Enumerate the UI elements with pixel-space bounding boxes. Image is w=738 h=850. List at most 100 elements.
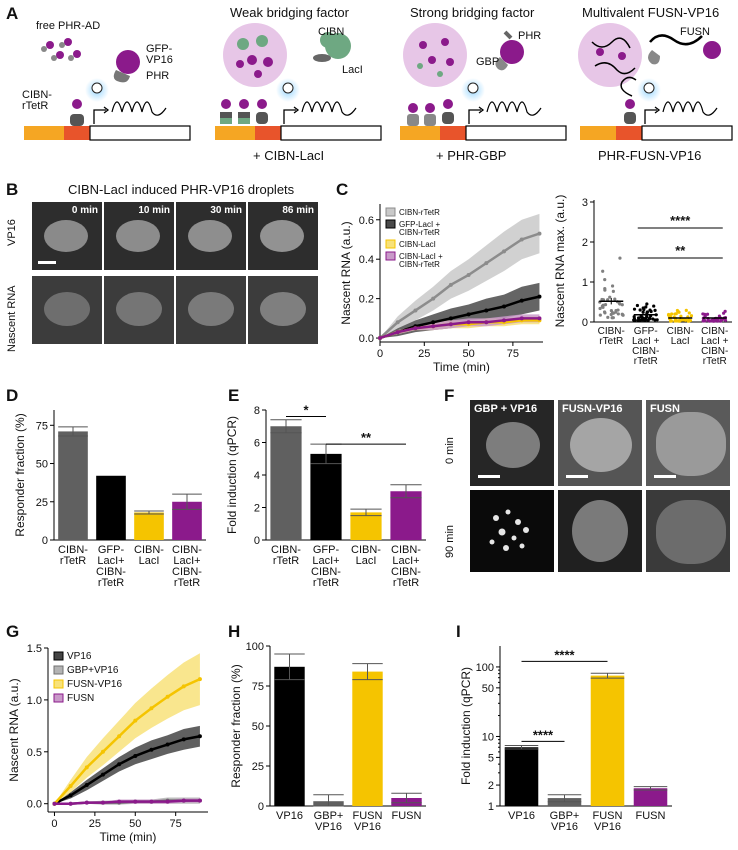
x-tick-label: GBP+ VP16 — [314, 810, 344, 833]
x-tick-label: FUSN VP16 — [353, 810, 383, 833]
y-tick-label: 2 — [582, 237, 588, 249]
chart-nascent-rna-max: 0 1 2 3 Nascent RNA max. (a.u.) CIBN-rTetR GFP… — [553, 195, 732, 367]
column-label: FUSN — [650, 403, 680, 415]
panel-b-title: CIBN-LacI induced PHR-VP16 droplets — [68, 182, 295, 197]
data-point — [165, 694, 170, 699]
y-tick-label: 5 — [488, 752, 494, 764]
y-tick-label: 100 — [246, 641, 264, 653]
legend-swatch — [53, 679, 64, 689]
x-tick-label: 75 — [507, 348, 519, 360]
legend-swatch — [385, 239, 396, 249]
x-tick-label: CIBN-LacI — [667, 326, 694, 347]
y-tick-label: 0.4 — [359, 254, 374, 266]
data-point — [668, 319, 673, 323]
data-point — [68, 801, 73, 806]
data-point — [610, 284, 615, 288]
bar — [134, 512, 164, 540]
panel-letter-i: I — [456, 622, 461, 641]
scale-bar — [566, 475, 588, 478]
data-point — [705, 312, 710, 316]
data-point — [603, 278, 607, 282]
bar — [270, 426, 302, 540]
bar — [96, 475, 126, 540]
x-tick-label: 50 — [462, 348, 474, 360]
data-point — [674, 319, 678, 323]
data-point — [621, 313, 625, 317]
y-tick-label: 0 — [254, 535, 260, 547]
micrograph-fusn-vp16-0min: FUSN-VP16 — [558, 400, 642, 486]
data-point — [519, 237, 524, 242]
label-laci: LacI — [342, 64, 363, 76]
data-point — [649, 309, 653, 314]
data-point — [378, 336, 382, 341]
y-axis-label: Nascent RNA (a.u.) — [7, 678, 21, 781]
data-point — [602, 310, 607, 314]
schematic-cibn-laci — [313, 32, 351, 62]
caption-phr-fusn-vp16: PHR-FUSN-VP16 — [598, 148, 702, 163]
data-point — [537, 294, 542, 299]
data-point — [598, 306, 602, 311]
panel-letter-g: G — [6, 622, 20, 641]
data-point — [598, 313, 602, 317]
data-point — [636, 316, 641, 320]
schematic-promoter-2 — [215, 78, 382, 141]
data-point — [413, 326, 418, 331]
x-tick-label: CIBN-LacI+ CIBN-rTetR — [172, 544, 202, 589]
data-point — [181, 798, 186, 803]
data-point — [636, 318, 640, 323]
x-tick-label: GBP+ VP16 — [550, 810, 580, 833]
data-point — [647, 317, 652, 321]
column-label: FUSN-VP16 — [562, 403, 623, 415]
data-point — [715, 317, 720, 322]
schematic-phr-fusn-vp16 — [648, 34, 721, 65]
data-point — [677, 319, 681, 323]
caption-phr-gbp: + PHR-GBP — [436, 148, 507, 163]
y-tick-label: 75 — [36, 420, 48, 432]
data-point — [722, 311, 726, 315]
micrograph-fusn-vp16-90min — [558, 490, 642, 572]
x-tick-label: 0 — [377, 348, 383, 360]
panel-letter-d: D — [6, 386, 19, 405]
scale-bar — [38, 261, 56, 264]
label-free-phr-ad: free PHR-AD — [36, 20, 101, 32]
y-tick-label: 1 — [582, 277, 588, 289]
x-axis-label: Time (min) — [433, 360, 490, 374]
data-point — [638, 308, 642, 312]
y-tick-label: 0.0 — [359, 333, 374, 345]
data-point — [149, 706, 154, 711]
bar — [310, 453, 342, 540]
micrograph-gbp-vp16-90min — [470, 490, 554, 572]
label-gfp-vp16: GFP- VP16 — [146, 43, 173, 66]
data-point — [618, 256, 622, 260]
data-point — [395, 320, 400, 325]
schematic-gfp-vp16 — [113, 50, 140, 83]
x-tick-label: 50 — [129, 818, 141, 830]
bar — [350, 512, 382, 540]
legend-label: FUSN — [67, 693, 94, 704]
y-tick-label: 1 — [488, 801, 494, 813]
panel-letter-a: A — [6, 4, 19, 23]
data-point — [448, 322, 453, 327]
data-point — [165, 799, 170, 804]
label-cibn: CIBN — [318, 26, 345, 38]
panel-letter-e: E — [228, 386, 240, 405]
panel-b-row-vp16: VP16 — [6, 219, 18, 246]
x-tick-label: FUSN — [636, 810, 666, 822]
data-point — [484, 320, 489, 325]
data-point — [100, 800, 105, 805]
x-tick-label: CIBN-LacI — [351, 544, 381, 567]
micrograph-fusn-0min: FUSN — [646, 400, 730, 486]
y-tick-label: 0.2 — [359, 294, 374, 306]
data-point — [670, 312, 674, 316]
data-point — [712, 319, 716, 323]
legend-swatch — [385, 219, 396, 229]
y-tick-label: 2 — [488, 780, 494, 792]
series-line — [379, 317, 540, 340]
label-gbp: GBP — [476, 56, 500, 68]
data-point — [68, 793, 73, 798]
data-point — [537, 231, 542, 236]
significance-label: ** — [675, 243, 686, 258]
y-tick-label: 4 — [254, 470, 260, 482]
x-tick-label: 0 — [51, 818, 57, 830]
